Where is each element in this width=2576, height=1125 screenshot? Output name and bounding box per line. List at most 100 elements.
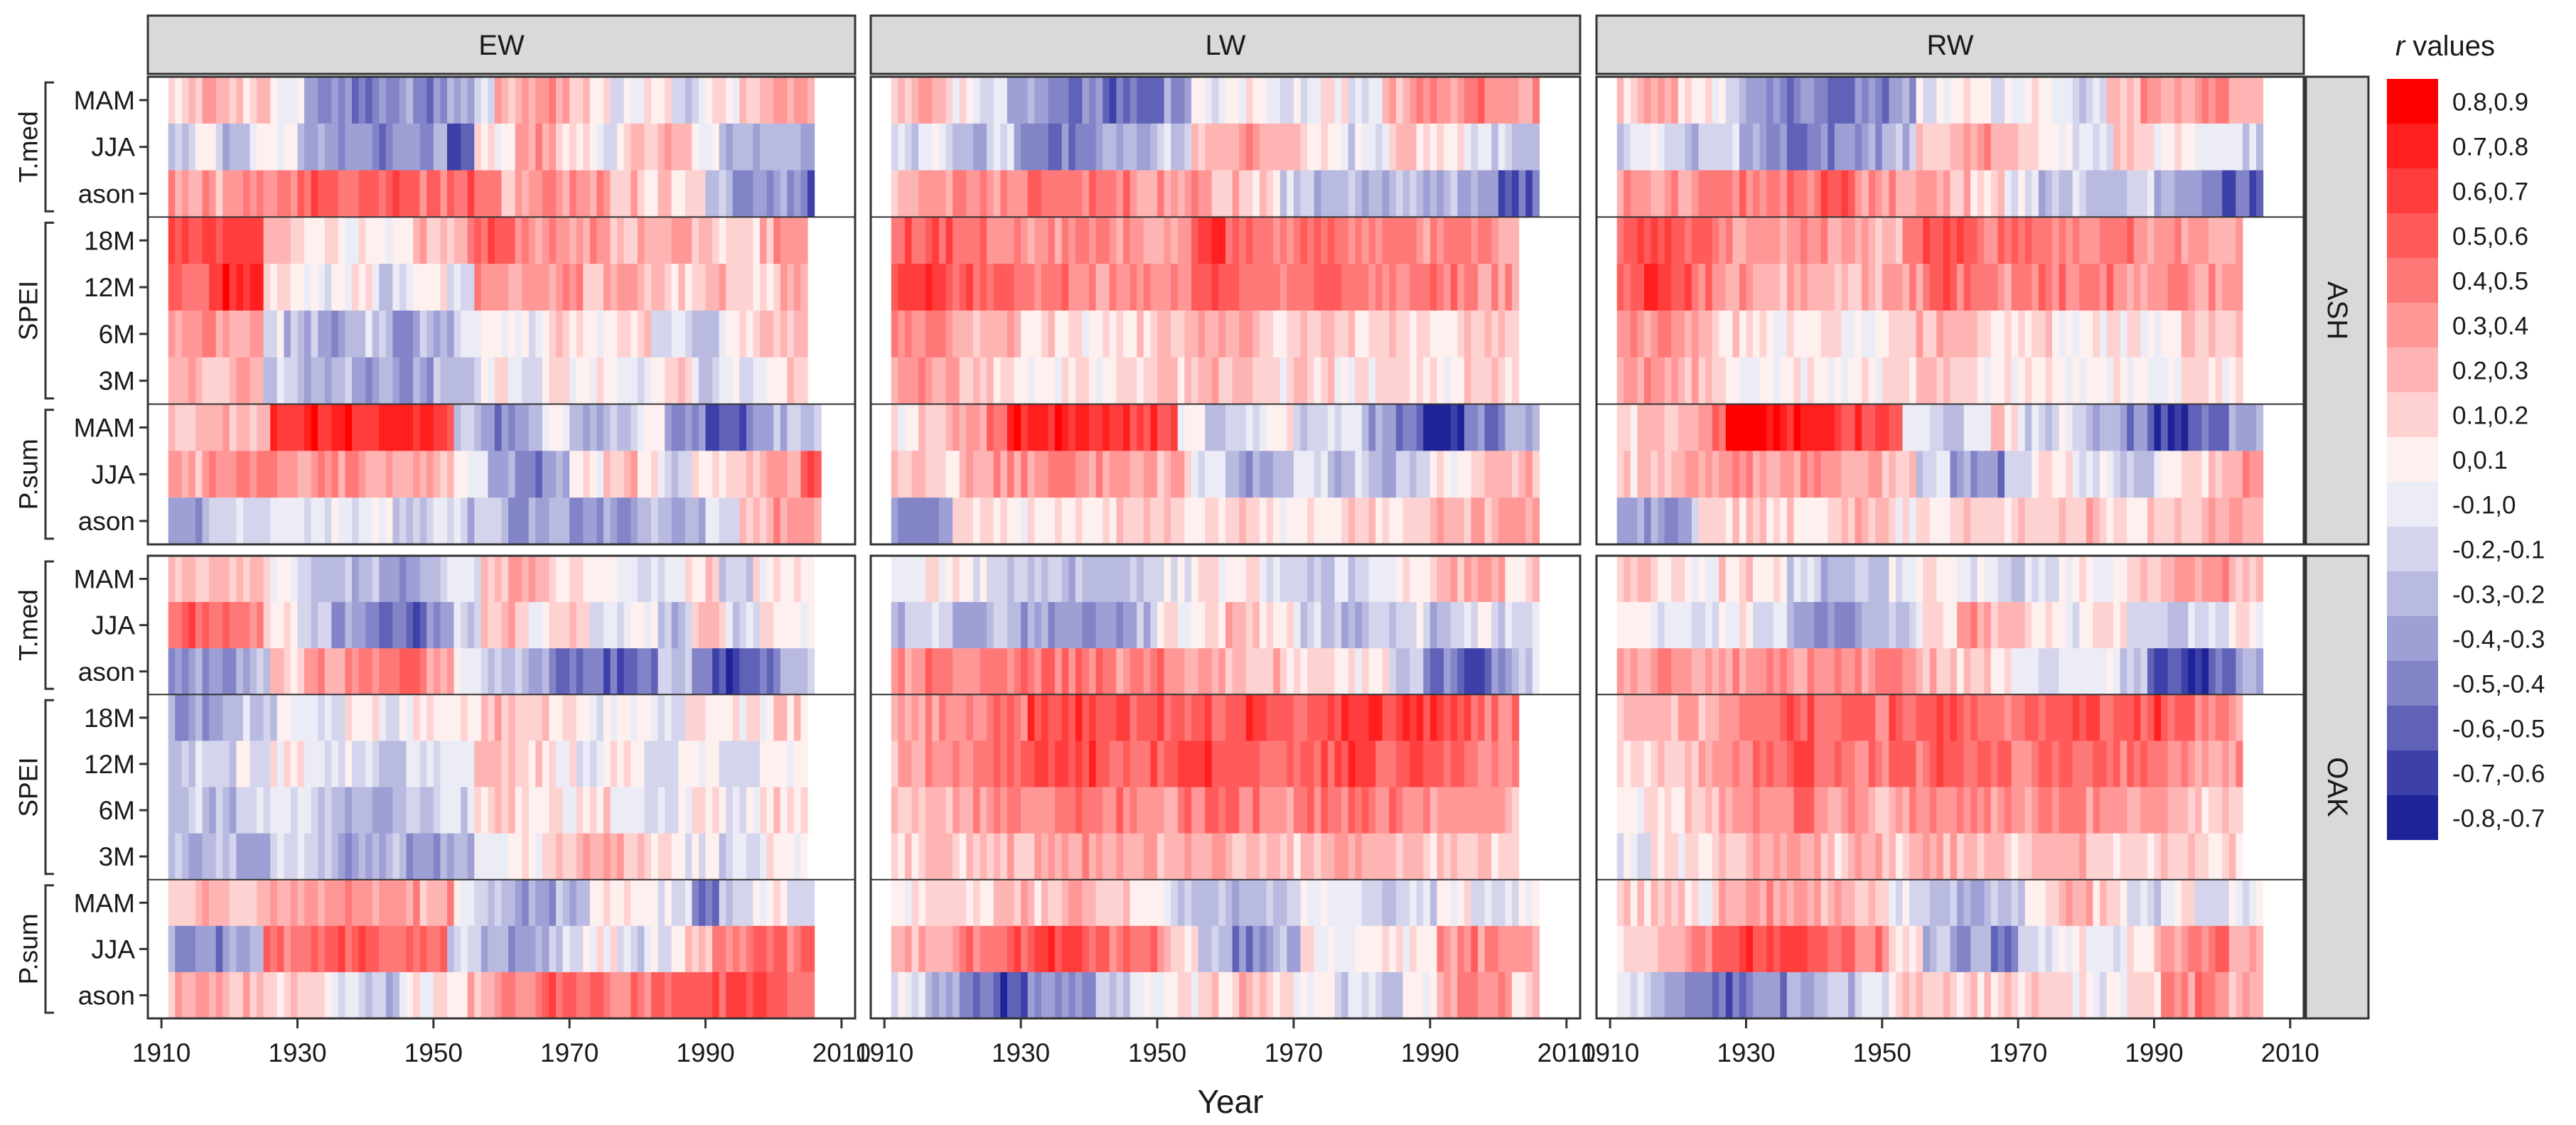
heatmap-cell xyxy=(1157,497,1164,544)
heatmap-cell xyxy=(583,217,590,264)
heatmap-cell xyxy=(461,787,468,834)
heatmap-cell xyxy=(1212,217,1219,264)
heatmap-cell xyxy=(712,311,719,357)
heatmap-cell xyxy=(733,741,740,787)
heatmap-cell xyxy=(1943,124,1950,171)
heatmap-cell xyxy=(488,787,495,834)
heatmap-cell xyxy=(250,602,257,649)
heatmap-cell xyxy=(891,787,898,834)
heatmap-cell xyxy=(2059,77,2066,124)
heatmap-cell xyxy=(1644,602,1651,649)
heatmap-cell xyxy=(973,264,980,311)
heatmap-cell xyxy=(481,880,488,927)
heatmap-cell xyxy=(2229,77,2236,124)
heatmap-cell xyxy=(264,404,271,451)
heatmap-cell xyxy=(1464,77,1471,124)
heatmap-cell xyxy=(1637,217,1644,264)
heatmap-cell xyxy=(454,880,461,927)
heatmap-cell xyxy=(264,497,271,544)
heatmap-cell xyxy=(1191,264,1198,311)
heatmap-cell xyxy=(175,787,182,834)
heatmap-cell xyxy=(1184,556,1191,603)
heatmap-cell xyxy=(1423,602,1430,649)
heatmap-cell xyxy=(1417,648,1424,695)
heatmap-cell xyxy=(2100,311,2107,357)
heatmap-cell xyxy=(800,357,807,404)
heatmap-cell xyxy=(461,556,468,603)
heatmap-cell xyxy=(1396,787,1403,834)
heatmap-cell xyxy=(1808,556,1815,603)
heatmap-cell xyxy=(297,311,304,357)
heatmap-cell xyxy=(203,311,210,357)
heatmap-cell xyxy=(1665,217,1672,264)
heatmap-cell xyxy=(413,834,420,881)
heatmap-cell xyxy=(515,311,522,357)
heatmap-cell xyxy=(1471,311,1478,357)
heatmap-cell xyxy=(1793,171,1800,217)
heatmap-cell xyxy=(2209,556,2216,603)
heatmap-cell xyxy=(760,880,767,927)
heatmap-cell xyxy=(1423,556,1430,603)
heatmap-cell xyxy=(454,497,461,544)
heatmap-cell xyxy=(2168,451,2175,497)
heatmap-cell xyxy=(1150,972,1157,1019)
heatmap-cell xyxy=(1287,497,1294,544)
heatmap-cell xyxy=(918,311,925,357)
heatmap-cell xyxy=(1007,451,1014,497)
heatmap-cell xyxy=(481,171,488,217)
heatmap-cell xyxy=(2222,217,2229,264)
heatmap-cell xyxy=(787,787,794,834)
heatmap-cell xyxy=(719,972,726,1019)
heatmap-cell xyxy=(739,357,746,404)
heatmap-cell xyxy=(1034,834,1041,881)
heatmap-cell xyxy=(1369,124,1376,171)
heatmap-cell xyxy=(1997,556,2005,603)
heatmap-cell xyxy=(563,451,570,497)
heatmap-cell xyxy=(195,451,203,497)
heatmap-cell xyxy=(1218,77,1225,124)
heatmap-cell xyxy=(651,451,658,497)
heatmap-cell xyxy=(230,497,237,544)
heatmap-cell xyxy=(2018,217,2025,264)
heatmap-cell xyxy=(1110,741,1117,787)
heatmap-cell xyxy=(1780,602,1787,649)
heatmap-cell xyxy=(1396,171,1403,217)
heatmap-cell xyxy=(318,648,325,695)
heatmap-cell xyxy=(2147,497,2154,544)
heatmap-cell xyxy=(468,217,475,264)
heatmap-cell xyxy=(1048,741,1056,787)
heatmap-cell xyxy=(488,77,495,124)
heatmap-cell xyxy=(270,972,277,1019)
heatmap-cell xyxy=(379,217,386,264)
heatmap-cell xyxy=(2222,602,2229,649)
heatmap-cell xyxy=(236,926,243,973)
heatmap-cell xyxy=(1130,926,1137,973)
heatmap-cell xyxy=(168,602,176,649)
heatmap-cell xyxy=(1396,404,1403,451)
heatmap-cell xyxy=(1110,217,1117,264)
heatmap-cell xyxy=(331,171,338,217)
heatmap-cell xyxy=(576,404,584,451)
heatmap-cell xyxy=(1828,264,1835,311)
heatmap-cell xyxy=(1957,124,1964,171)
heatmap-cell xyxy=(291,694,298,741)
heatmap-cell xyxy=(515,217,522,264)
heatmap-cell xyxy=(434,556,441,603)
heatmap-cell xyxy=(1062,404,1069,451)
heatmap-cell xyxy=(994,77,1001,124)
heatmap-cell xyxy=(549,648,556,695)
heatmap-cell xyxy=(1732,264,1739,311)
heatmap-cell xyxy=(284,124,291,171)
heatmap-cell xyxy=(1997,171,2005,217)
heatmap-cell xyxy=(1335,787,1342,834)
heatmap-cell xyxy=(2147,357,2154,404)
heatmap-cell xyxy=(672,880,679,927)
heatmap-cell xyxy=(1984,77,1991,124)
heatmap-cell xyxy=(1171,834,1178,881)
heatmap-cell xyxy=(1835,556,1842,603)
heatmap-cell xyxy=(1287,171,1294,217)
heatmap-cell xyxy=(502,497,509,544)
heatmap-cell xyxy=(318,404,325,451)
heatmap-cell xyxy=(1041,217,1048,264)
heatmap-cell xyxy=(733,217,740,264)
